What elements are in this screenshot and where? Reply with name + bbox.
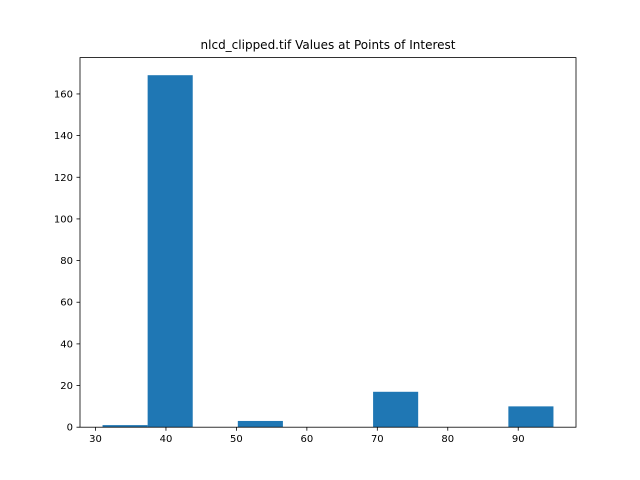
histogram-bar-9 xyxy=(508,406,554,428)
x-axis: 30 40 50 60 70 80 90 xyxy=(89,427,525,445)
plot-frame xyxy=(79,57,577,428)
x-tick-label: 60 xyxy=(300,434,313,445)
histogram-bar-6 xyxy=(373,391,419,428)
histogram-bar-3 xyxy=(237,420,283,428)
chart-title: nlcd_clipped.tif Values at Points of Int… xyxy=(201,38,456,52)
x-tick-label: 40 xyxy=(160,434,173,445)
y-tick-label: 80 xyxy=(60,256,73,267)
x-tick-label: 80 xyxy=(441,434,454,445)
y-tick-label: 40 xyxy=(60,339,73,350)
x-tick-label: 50 xyxy=(230,434,243,445)
y-tick-label: 60 xyxy=(60,298,73,309)
y-tick-label: 120 xyxy=(54,173,73,184)
bar-group xyxy=(102,75,554,428)
y-tick-label: 100 xyxy=(54,214,73,225)
y-tick-label: 0 xyxy=(67,423,73,434)
x-tick-label: 30 xyxy=(89,434,102,445)
y-axis: 0 20 40 60 80 100 120 140 160 xyxy=(54,89,80,434)
y-tick-label: 160 xyxy=(54,89,73,100)
histogram-bar-0 xyxy=(102,425,148,428)
histogram-bar-1 xyxy=(147,75,193,428)
y-tick-label: 20 xyxy=(60,381,73,392)
x-tick-label: 70 xyxy=(371,434,384,445)
x-tick-label: 90 xyxy=(512,434,525,445)
y-tick-label: 140 xyxy=(54,131,73,142)
